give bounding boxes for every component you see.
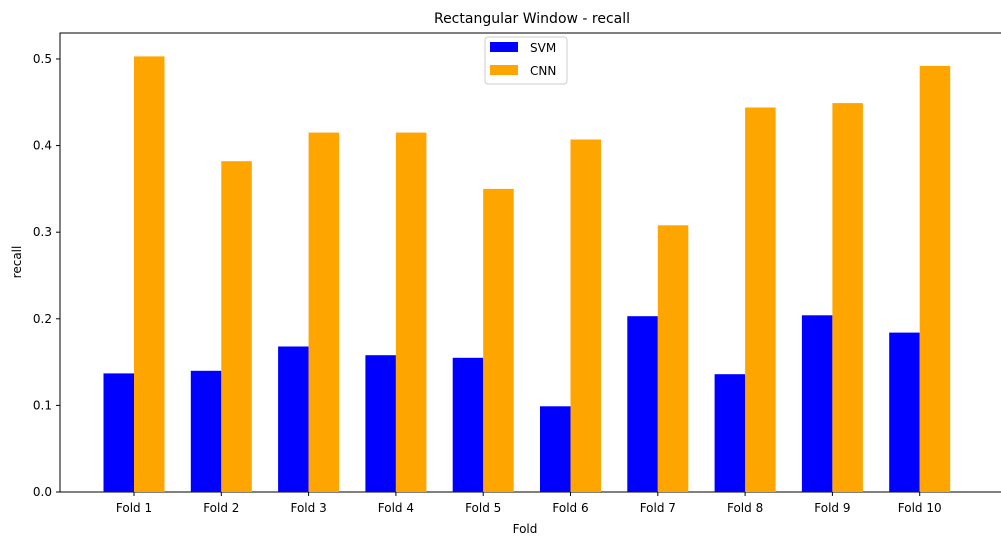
x-tick-label: Fold 4 (378, 501, 414, 515)
x-tick-label: Fold 10 (898, 501, 942, 515)
x-tick-label: Fold 7 (640, 501, 676, 515)
y-tick-label: 0.1 (33, 398, 52, 412)
x-tick-label: Fold 5 (465, 501, 501, 515)
bar-cnn-2 (221, 161, 252, 492)
bar-cnn-4 (395, 132, 427, 492)
bar-svm-6 (540, 406, 571, 492)
x-tick-label: Fold 8 (727, 501, 763, 515)
bar-svm-4 (365, 355, 396, 492)
bar-cnn-9 (832, 103, 863, 492)
legend: SVM CNN (484, 36, 568, 85)
legend-swatch-cnn (490, 65, 518, 75)
x-tick-label: Fold 3 (290, 501, 326, 515)
y-tick-label: 0.4 (33, 139, 52, 153)
x-tick-label: Fold 9 (814, 501, 850, 515)
y-tick-label: 0.0 (33, 485, 52, 499)
bar-cnn-6 (570, 139, 601, 492)
bar-svm-5 (452, 357, 484, 492)
bar-svm-9 (801, 315, 833, 492)
bar-cnn-5 (483, 188, 514, 492)
bar-cnn-7 (657, 225, 689, 493)
bars-group (103, 56, 951, 493)
y-tick-label: 0.2 (33, 312, 52, 326)
x-axis: Fold 1 Fold 2 Fold 3 Fold 4 Fold 5 Fold 6 Fold… (116, 492, 942, 515)
legend-swatch-svm (490, 42, 518, 52)
bar-cnn-3 (308, 132, 340, 492)
bar-svm-7 (627, 316, 658, 492)
y-tick-label: 0.5 (33, 52, 52, 66)
y-axis: 0.0 0.1 0.2 0.3 0.4 0.5 (33, 52, 60, 499)
bar-svm-10 (889, 332, 920, 492)
plot-area-frame (59, 32, 1001, 493)
chart-title: Rectangular Window - recall (434, 11, 630, 27)
x-axis-label: Fold (513, 522, 538, 536)
x-tick-label: Fold 1 (116, 501, 152, 515)
y-axis-label: recall (10, 246, 24, 279)
bar-svm-3 (278, 346, 309, 492)
y-tick-label: 0.3 (33, 225, 52, 239)
legend-label-cnn: CNN (530, 64, 556, 78)
legend-label-svm: SVM (530, 41, 556, 55)
bar-cnn-10 (919, 65, 951, 493)
x-tick-label: Fold 6 (552, 501, 588, 515)
bar-svm-1 (103, 373, 134, 492)
bar-cnn-8 (745, 107, 776, 492)
bar-svm-2 (190, 370, 222, 492)
bar-svm-8 (714, 374, 746, 492)
x-tick-label: Fold 2 (203, 501, 239, 515)
bar-cnn-1 (134, 56, 165, 493)
